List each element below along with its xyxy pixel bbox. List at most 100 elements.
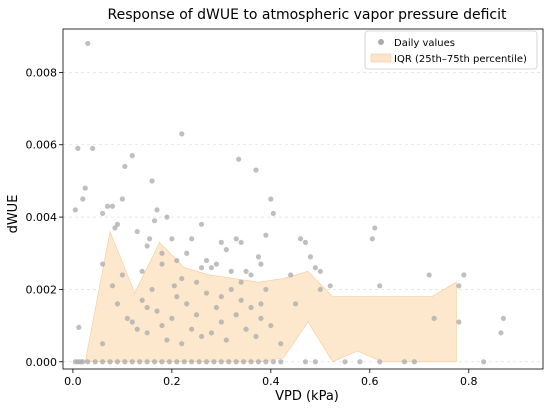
data-point: [218, 239, 224, 246]
chart-title: Response of dWUE to atmospheric vapor pr…: [108, 7, 507, 23]
data-point: [119, 272, 125, 278]
data-point: [189, 236, 195, 242]
data-point: [82, 185, 88, 191]
y-axis-label: dWUE: [6, 195, 21, 234]
data-point: [181, 359, 187, 365]
data-point: [238, 239, 244, 246]
data-point: [278, 359, 284, 365]
y-axis-ticks: 0.000 0.002 0.004 0.006 0.008: [26, 66, 63, 369]
data-point: [122, 163, 128, 170]
data-point: [498, 330, 504, 336]
data-point: [426, 272, 432, 278]
y-tick-label: 0.006: [26, 139, 58, 152]
data-point: [241, 359, 247, 365]
data-point: [85, 40, 91, 47]
data-point: [109, 203, 116, 209]
data-point: [134, 326, 140, 332]
data-point: [144, 359, 150, 365]
data-point: [258, 261, 264, 267]
x-axis-ticks: 0.0 0.2 0.4 0.6 0.8: [64, 369, 478, 388]
data-point: [174, 257, 180, 264]
data-point: [137, 359, 143, 365]
data-point: [292, 301, 299, 307]
data-point: [99, 341, 106, 347]
data-point: [151, 218, 158, 224]
data-point: [72, 207, 78, 213]
data-point: [226, 359, 232, 365]
data-point: [268, 196, 274, 202]
x-tick-label: 0.6: [361, 375, 379, 388]
data-point: [109, 283, 116, 289]
data-point: [164, 214, 170, 220]
data-point: [500, 315, 507, 321]
x-axis-label: VPD (kPa): [275, 389, 339, 404]
data-point: [154, 308, 160, 314]
data-point: [169, 315, 175, 321]
data-point: [174, 359, 180, 365]
data-point: [107, 359, 113, 365]
data-point: [223, 337, 229, 343]
data-point: [248, 272, 254, 278]
data-point: [169, 236, 175, 242]
data-point: [85, 359, 91, 365]
data-point: [317, 286, 323, 293]
data-point: [258, 301, 264, 307]
data-point: [248, 304, 254, 311]
data-point: [211, 359, 217, 365]
data-point: [263, 359, 269, 365]
data-point: [99, 261, 106, 267]
data-point: [268, 322, 274, 329]
data-point: [203, 359, 210, 365]
iqr-band-layer: [84, 230, 457, 363]
data-point: [238, 279, 244, 285]
data-point: [297, 236, 304, 242]
y-tick-label: 0.000: [26, 356, 58, 369]
data-point: [213, 261, 220, 267]
data-point: [228, 268, 234, 274]
iqr-band: [84, 230, 457, 363]
data-point: [233, 236, 239, 242]
y-tick-label: 0.008: [26, 66, 58, 79]
data-point: [114, 301, 121, 307]
data-point: [139, 268, 145, 274]
data-point: [146, 236, 153, 242]
data-point: [129, 152, 135, 159]
data-point: [166, 359, 172, 365]
data-point: [203, 290, 210, 296]
data-point: [218, 359, 224, 365]
data-point: [198, 265, 205, 271]
data-point: [208, 265, 215, 271]
data-point: [263, 232, 269, 238]
data-point: [312, 265, 318, 271]
data-point: [377, 283, 383, 289]
data-point: [144, 330, 150, 336]
data-point: [164, 337, 170, 343]
data-point: [278, 341, 284, 347]
legend-box: [364, 30, 538, 70]
data-point: [203, 257, 210, 264]
points-layer: [72, 40, 507, 365]
data-point: [198, 333, 205, 340]
data-point: [159, 359, 165, 365]
data-point: [481, 359, 487, 365]
data-point: [377, 359, 383, 365]
legend: Daily values IQR (25th–75th percentile): [364, 30, 538, 70]
legend-band-label: IQR (25th–75th percentile): [394, 54, 527, 65]
data-point: [456, 319, 462, 325]
data-point: [174, 294, 180, 300]
data-point: [223, 247, 229, 253]
data-point: [151, 359, 158, 365]
x-tick-label: 0.2: [163, 375, 181, 388]
data-point: [119, 196, 125, 202]
data-point: [228, 286, 234, 293]
data-point: [149, 178, 155, 184]
data-point: [75, 145, 81, 151]
data-point: [129, 319, 135, 325]
data-point: [159, 261, 165, 267]
data-point: [357, 359, 363, 365]
data-point: [124, 315, 130, 321]
data-point: [208, 330, 215, 336]
data-point: [431, 315, 437, 321]
data-point: [179, 131, 185, 137]
x-tick-label: 0.4: [262, 375, 280, 388]
